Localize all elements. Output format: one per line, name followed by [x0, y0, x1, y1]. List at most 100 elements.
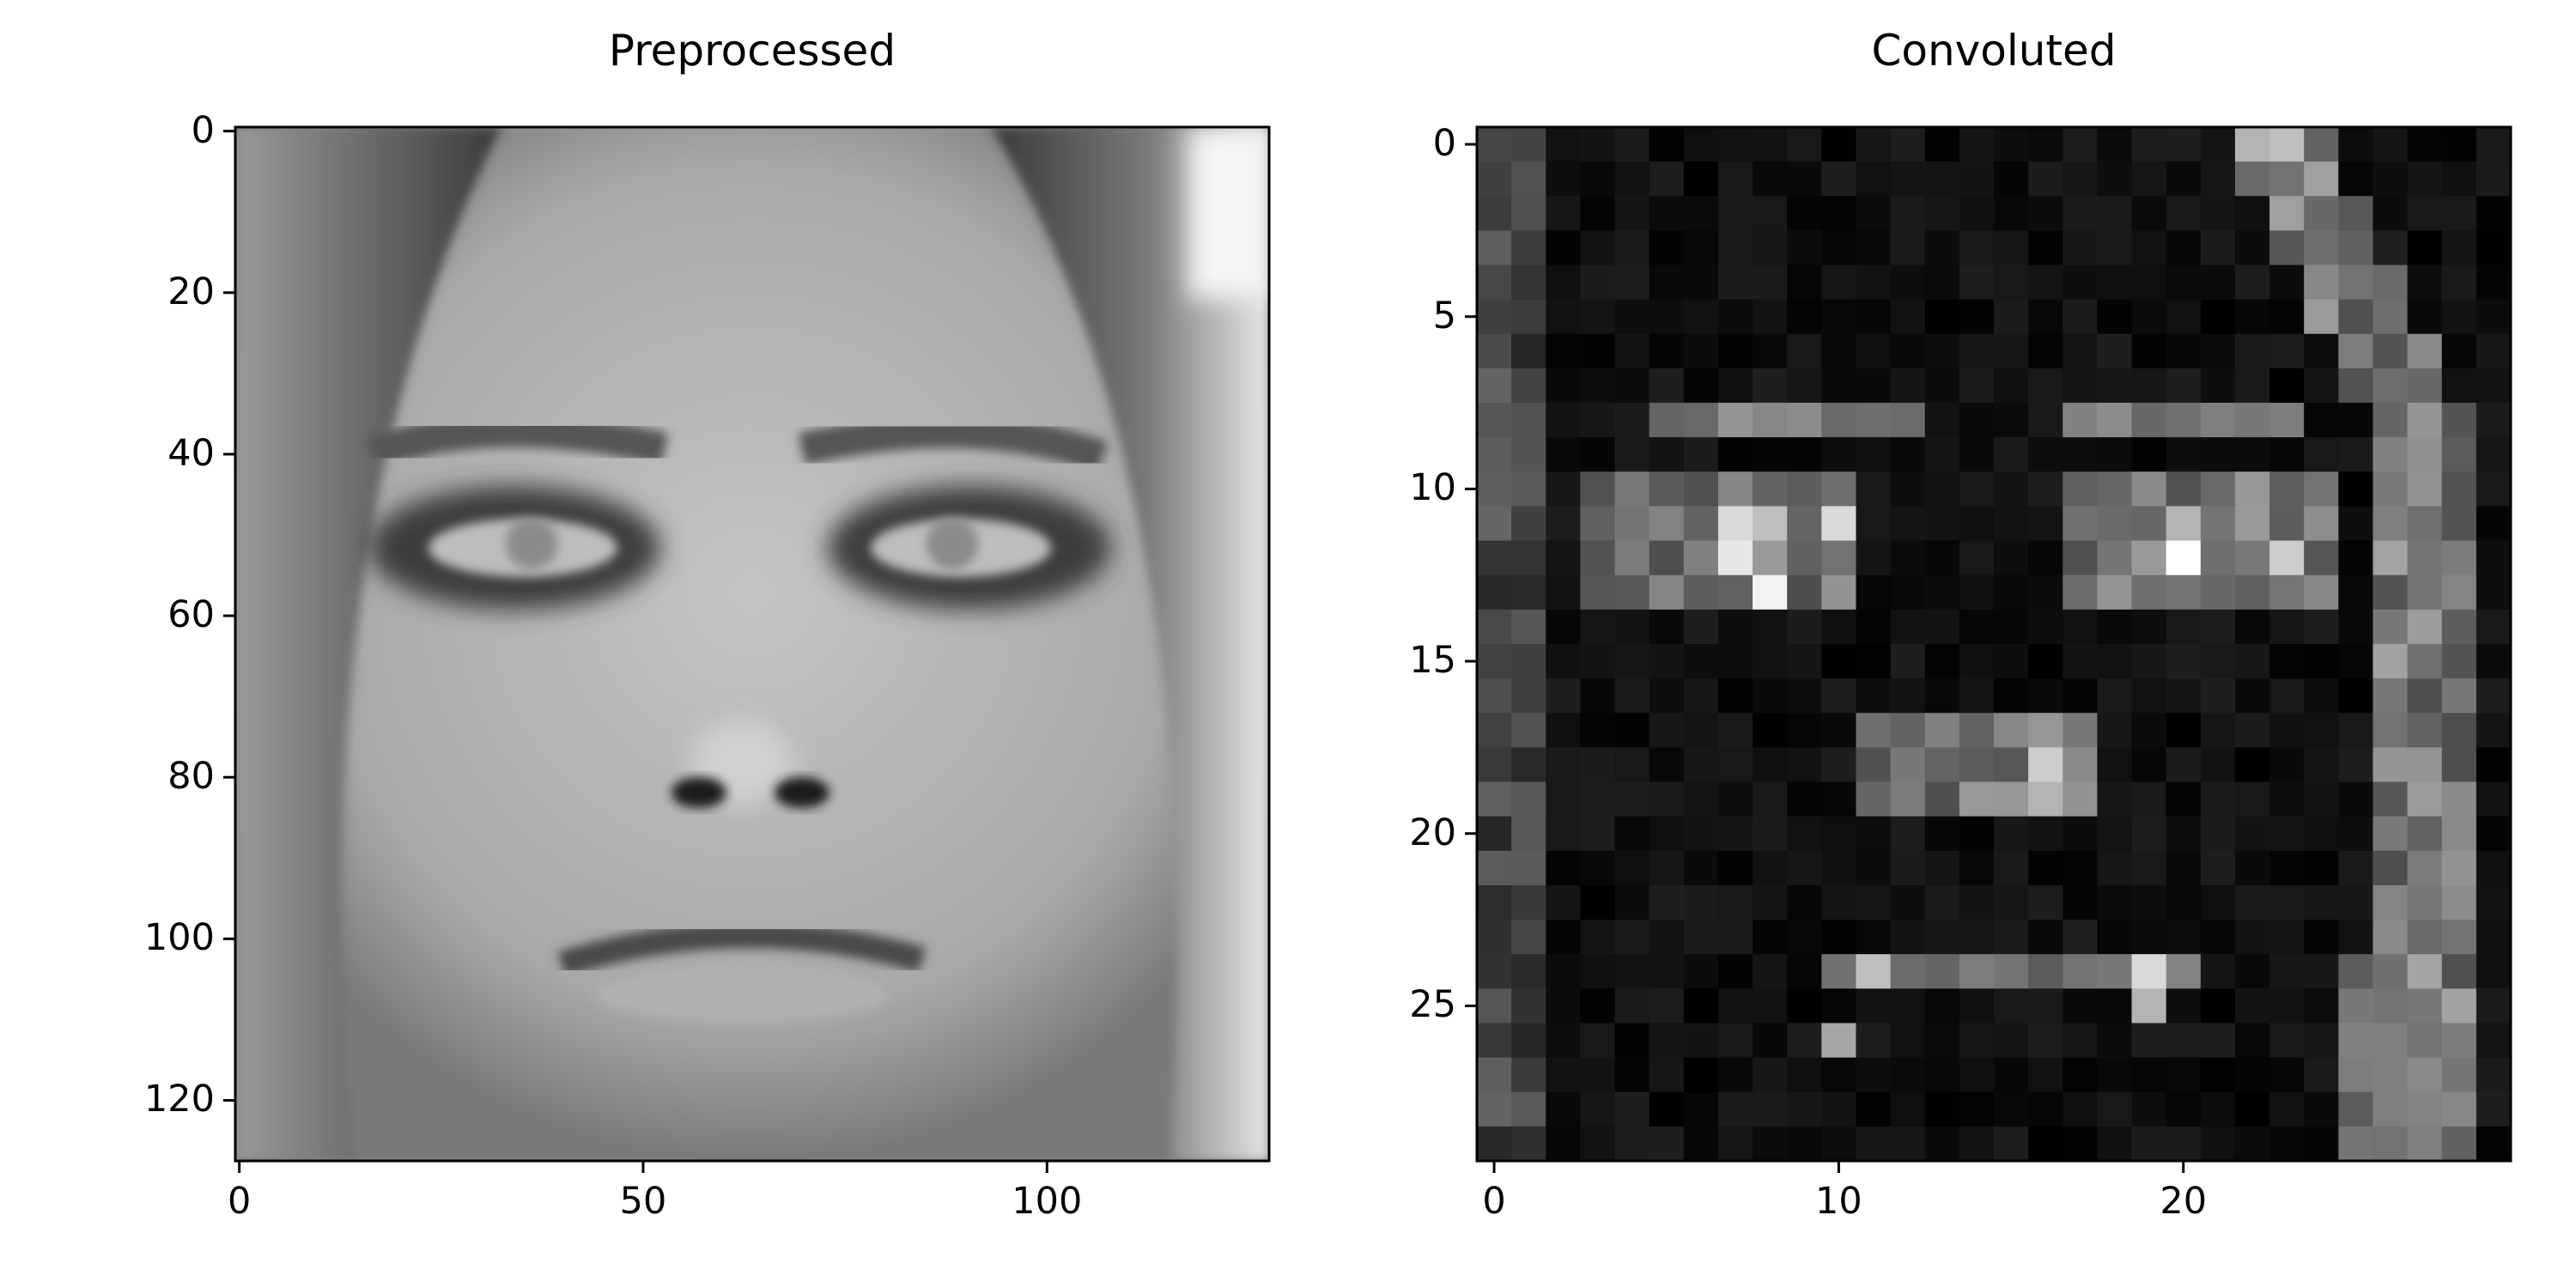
heatmap-cell	[1614, 609, 1650, 645]
heatmap-cell	[2028, 471, 2063, 507]
heatmap-cell	[2131, 127, 2167, 162]
heatmap-cell	[2441, 920, 2477, 955]
heatmap-cell	[1614, 368, 1650, 404]
heatmap-cell	[2063, 644, 2098, 679]
heatmap-cell	[2269, 471, 2305, 507]
heatmap-cell	[1614, 540, 1650, 576]
heatmap-cell	[1959, 884, 1995, 920]
heatmap-cell	[1683, 1091, 1719, 1127]
heatmap-cell	[1546, 678, 1581, 714]
heatmap-cell	[1614, 1023, 1650, 1059]
heatmap-cell	[2304, 850, 2339, 886]
heatmap-cell	[1787, 920, 1822, 955]
heatmap-cell	[2063, 954, 2098, 989]
heatmap-cell	[2234, 988, 2270, 1024]
heatmap-cell	[2304, 816, 2339, 852]
heatmap-cell	[1511, 850, 1546, 886]
heatmap-cell	[1649, 437, 1685, 472]
heatmap-cell	[2028, 781, 2063, 817]
heatmap-cell	[1994, 403, 2029, 438]
heatmap-cell	[2269, 403, 2305, 438]
heatmap-cell	[1959, 540, 1995, 576]
heatmap-cell	[2131, 884, 2167, 920]
heatmap-cell	[1717, 264, 1753, 301]
heatmap-cell	[2476, 781, 2512, 817]
heatmap-cell	[2338, 540, 2374, 576]
heatmap-cell	[1580, 264, 1616, 301]
heatmap-cell	[2372, 1023, 2409, 1059]
heatmap-cell	[1753, 437, 1788, 472]
heatmap-cell	[1511, 1023, 1546, 1059]
heatmap-cell	[2372, 781, 2409, 817]
heatmap-cell	[2338, 1057, 2374, 1093]
heatmap-cell	[1580, 127, 1616, 162]
heatmap-cell	[1614, 920, 1650, 955]
heatmap-cell	[2200, 920, 2236, 955]
heatmap-cell	[2063, 574, 2098, 611]
heatmap-cell	[2063, 713, 2098, 748]
heatmap-cell	[1546, 299, 1581, 335]
heatmap-cell	[2063, 1091, 2098, 1127]
heatmap-cell	[1511, 781, 1546, 817]
heatmap-cell	[2441, 609, 2477, 645]
heatmap-cell	[2304, 506, 2339, 542]
heatmap-cell	[2166, 161, 2202, 197]
heatmap-cell	[2028, 574, 2063, 611]
heatmap-cell	[1546, 850, 1581, 886]
heatmap-cell	[2338, 127, 2374, 162]
heatmap-cell	[1580, 506, 1616, 542]
heatmap-cell	[1821, 161, 1857, 197]
heatmap-cell	[1477, 954, 1512, 989]
heatmap-cell	[1717, 368, 1753, 404]
heatmap-cell	[1717, 713, 1753, 748]
heatmap-cell	[2234, 1057, 2270, 1093]
heatmap-cell	[2338, 437, 2374, 472]
heatmap-cell	[1856, 816, 1892, 852]
heatmap-cell	[2441, 1091, 2477, 1127]
heatmap-cell	[2407, 884, 2443, 920]
heatmap-cell	[1787, 471, 1822, 507]
heatmap-cell	[1890, 196, 1926, 231]
heatmap-cell	[1477, 161, 1512, 197]
heatmap-cell	[2234, 644, 2270, 679]
heatmap-cell	[1511, 264, 1546, 301]
heatmap-cell	[2476, 713, 2512, 748]
heatmap-cell	[1787, 988, 1822, 1024]
heatmap-cell	[1856, 747, 1892, 783]
heatmap-cell	[2166, 1126, 2202, 1162]
heatmap-cell	[2166, 333, 2202, 369]
heatmap-cell	[2441, 574, 2477, 611]
heatmap-cell	[2372, 644, 2409, 679]
heatmap-cell	[1753, 264, 1788, 301]
heatmap-cell	[2131, 368, 2167, 404]
left-ytick-label: 20	[167, 270, 215, 313]
heatmap-cell	[2372, 196, 2409, 231]
heatmap-cell	[1924, 574, 1960, 611]
heatmap-cell	[2476, 540, 2512, 576]
heatmap-cell	[2338, 816, 2374, 852]
heatmap-cell	[1511, 161, 1546, 197]
heatmap-cell	[1994, 609, 2029, 645]
heatmap-cell	[1994, 988, 2029, 1024]
heatmap-cell	[2407, 1023, 2443, 1059]
heatmap-cell	[1821, 920, 1857, 955]
heatmap-cell	[2338, 230, 2374, 266]
heatmap-cell	[1511, 1091, 1546, 1127]
heatmap-cell	[2063, 471, 2098, 507]
heatmap-cell	[1717, 884, 1753, 920]
heatmap-cell	[1959, 1126, 1995, 1162]
heatmap-cell	[2338, 161, 2374, 197]
heatmap-cell	[2372, 816, 2409, 852]
heatmap-cell	[2063, 333, 2098, 369]
heatmap-cell	[1856, 437, 1892, 472]
heatmap-cell	[1924, 471, 1960, 507]
heatmap-cell	[1959, 1091, 1995, 1127]
heatmap-cell	[1856, 713, 1892, 748]
heatmap-cell	[2441, 437, 2477, 472]
heatmap-cell	[2234, 884, 2270, 920]
heatmap-cell	[2269, 954, 2305, 989]
heatmap-cell	[1856, 1023, 1892, 1059]
heatmap-cell	[1821, 1023, 1857, 1059]
heatmap-cell	[1546, 988, 1581, 1024]
heatmap-cell	[1477, 678, 1512, 714]
